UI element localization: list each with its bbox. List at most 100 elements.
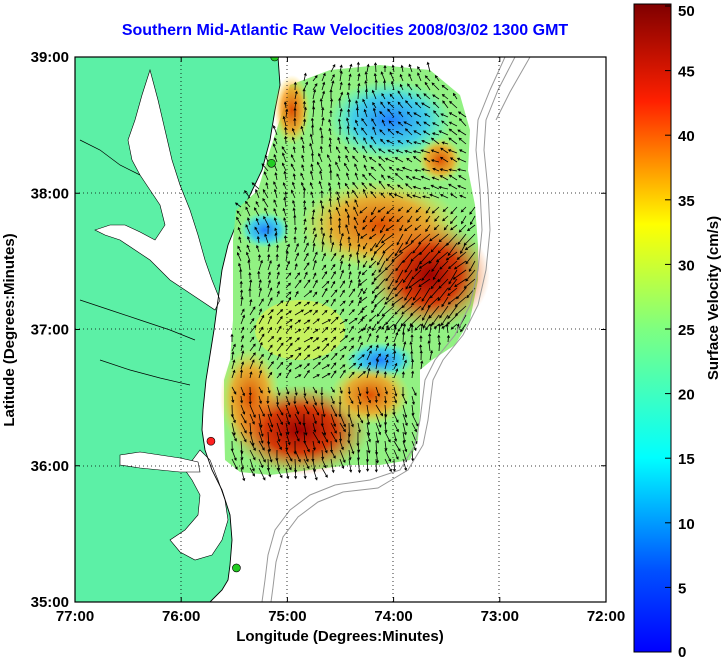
velocity-arrow	[413, 141, 422, 145]
velocity-arrow	[348, 253, 352, 262]
colorbar-tick-label: 10	[678, 516, 695, 533]
velocity-arrow	[397, 101, 404, 109]
velocity-arrow	[405, 175, 413, 181]
velocity-arrow	[309, 142, 314, 154]
velocity-arrow	[321, 81, 326, 91]
velocity-arrow	[404, 287, 413, 301]
velocity-arrow	[448, 112, 458, 118]
velocity-arrow	[379, 110, 386, 118]
velocity-arrow	[261, 163, 269, 172]
velocity-arrow	[374, 287, 386, 298]
velocity-arrow	[309, 182, 314, 190]
velocity-arrow	[408, 92, 413, 100]
velocity-arrow	[357, 341, 363, 352]
velocity-arrow	[347, 386, 351, 395]
velocity-arrow	[312, 355, 322, 361]
velocity-arrow	[375, 369, 380, 379]
velocity-arrow	[294, 413, 301, 425]
velocity-arrow	[292, 207, 296, 217]
velocity-arrow	[294, 347, 302, 352]
velocity-arrow	[312, 106, 316, 118]
velocity-arrow	[354, 199, 359, 208]
velocity-arrow	[394, 172, 404, 181]
velocity-arrow	[312, 374, 320, 379]
velocity-arrow	[387, 128, 395, 136]
velocity-arrow	[405, 139, 413, 145]
velocity-arrow	[366, 458, 370, 472]
velocity-arrow	[330, 395, 335, 405]
velocity-arrow	[294, 243, 299, 253]
velocity-arrow	[357, 386, 362, 397]
velocity-arrow	[348, 73, 352, 82]
velocity-arrow	[397, 323, 404, 333]
velocity-arrow	[258, 279, 262, 289]
colorbar-gradient	[633, 3, 672, 653]
velocity-arrow	[338, 217, 342, 226]
velocity-arrow	[240, 449, 244, 461]
map-plot-area	[75, 57, 606, 602]
velocity-arrow	[362, 188, 368, 199]
velocity-arrow	[267, 297, 273, 307]
velocity-arrow	[458, 224, 467, 233]
velocity-arrow	[362, 242, 368, 250]
velocity-arrow	[285, 404, 291, 419]
velocity-arrow	[303, 386, 307, 397]
velocity-arrow	[276, 422, 283, 437]
velocity-arrow	[321, 280, 330, 289]
velocity-arrow	[276, 467, 283, 479]
velocity-arrow	[419, 350, 423, 361]
velocity-arrow	[303, 218, 307, 226]
velocity-arrow	[411, 449, 415, 462]
velocity-arrow	[384, 431, 391, 443]
velocity-arrow	[348, 308, 355, 316]
velocity-arrow	[303, 226, 307, 235]
velocity-arrow	[422, 314, 431, 329]
velocity-arrow	[435, 251, 449, 263]
velocity-arrow	[379, 224, 386, 234]
velocity-arrow	[431, 314, 440, 326]
velocity-arrow	[386, 323, 395, 331]
velocity-arrow	[380, 233, 395, 244]
velocity-arrow	[267, 361, 274, 370]
velocity-arrow	[293, 81, 297, 91]
velocity-arrow	[393, 342, 397, 352]
velocity-arrow	[285, 386, 290, 395]
velocity-arrow	[458, 175, 467, 181]
velocity-arrow	[302, 187, 306, 199]
velocity-arrow	[442, 206, 449, 212]
velocity-arrow	[366, 440, 371, 454]
velocity-arrow	[464, 242, 476, 251]
velocity-arrow	[321, 422, 327, 436]
velocity-arrow	[294, 90, 298, 100]
velocity-arrow	[393, 368, 399, 379]
velocity-arrow	[303, 206, 307, 217]
velocity-arrow	[387, 175, 395, 181]
velocity-arrow	[412, 155, 422, 163]
velocity-arrow	[430, 149, 440, 154]
velocity-arrow	[425, 206, 431, 214]
velocity-arrow	[267, 287, 273, 298]
velocity-arrow	[339, 354, 345, 361]
velocity-arrow	[406, 194, 413, 199]
velocity-arrow	[321, 90, 326, 100]
velocity-arrow	[231, 343, 236, 352]
velocity-arrow	[375, 278, 386, 290]
colorbar-label: Surface Velocity (cm/s)	[705, 216, 722, 380]
velocity-arrow	[258, 431, 264, 444]
velocity-arrow	[294, 272, 301, 280]
velocity-arrow	[339, 64, 343, 73]
velocity-arrow	[353, 126, 359, 136]
velocity-arrow	[372, 107, 377, 118]
velocity-arrow	[356, 61, 360, 73]
velocity-arrow	[231, 395, 235, 404]
velocity-arrow	[433, 110, 440, 118]
velocity-arrow	[258, 287, 262, 298]
velocity-arrow	[463, 278, 476, 289]
velocity-arrow	[240, 335, 245, 343]
velocity-arrow	[408, 73, 413, 82]
velocity-arrow	[339, 335, 349, 343]
velocity-arrow	[357, 243, 361, 253]
velocity-arrow	[366, 431, 371, 443]
velocity-arrow	[357, 310, 364, 316]
velocity-arrow	[384, 458, 392, 473]
